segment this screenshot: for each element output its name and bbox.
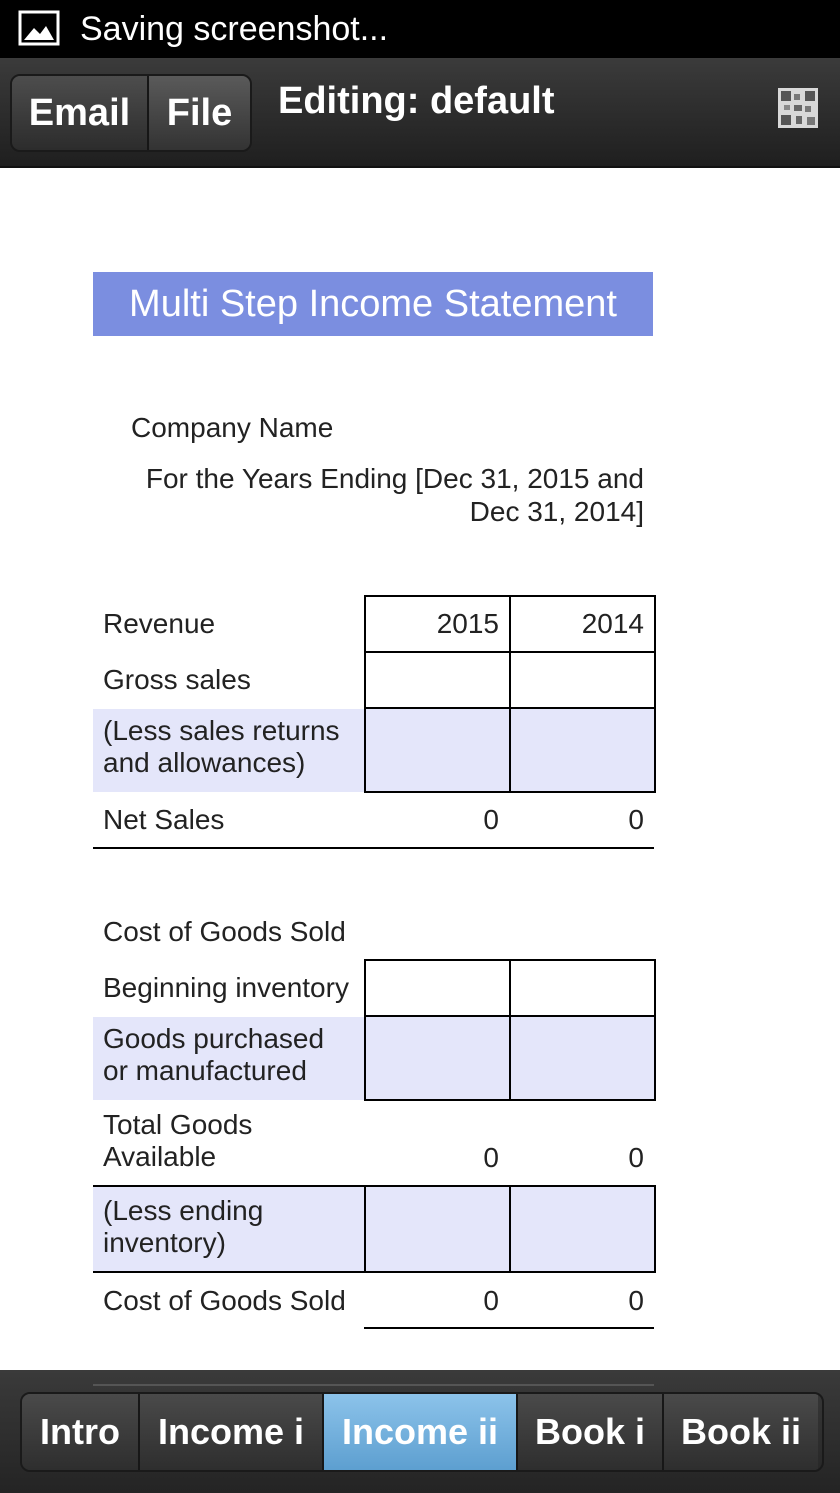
editing-title: Editing: default <box>278 80 555 122</box>
ending-inventory-label: (Less ending inventory) <box>103 1195 263 1259</box>
company-name[interactable]: Company Name <box>131 412 334 443</box>
tabbar-divider <box>93 1384 654 1386</box>
year-header-2014: 2014 <box>509 595 656 653</box>
sales-returns-line-1: (Less sales returns <box>103 715 340 746</box>
beginning-inventory-2014-input[interactable] <box>509 959 656 1017</box>
goods-purchased-label: Goods purchased or manufactured <box>103 1023 324 1087</box>
ending-inventory-2014-input[interactable] <box>509 1185 656 1273</box>
statement-heading: Multi Step Income Statement <box>93 272 653 336</box>
cogs-2014-value: 0 <box>628 1285 644 1316</box>
cogs-total-label: Cost of Goods Sold <box>103 1285 346 1316</box>
sales-returns-line-2: and allowances) <box>103 747 306 778</box>
sheet-tabs: Intro Income i Income ii Book i Book ii <box>20 1392 824 1472</box>
ending-inventory-line-1: (Less ending <box>103 1195 264 1226</box>
tab-book-ii[interactable]: Book ii <box>664 1394 818 1470</box>
ending-inventory-row-band <box>93 1187 365 1272</box>
ending-inventory-top-line <box>93 1185 365 1187</box>
ending-inventory-2015-input[interactable] <box>364 1185 511 1273</box>
goods-purchased-row-band <box>93 1017 365 1100</box>
tab-income-i[interactable]: Income i <box>140 1394 324 1470</box>
net-sales-label: Net Sales <box>103 804 225 835</box>
tab-income-ii[interactable]: Income ii <box>324 1394 518 1470</box>
cogs-section-label: Cost of Goods Sold <box>103 916 346 947</box>
period-text[interactable]: For the Years Ending [Dec 31, 2015 and D… <box>124 462 644 528</box>
file-button[interactable]: File <box>147 76 250 150</box>
goods-purchased-2014-input[interactable] <box>509 1015 656 1101</box>
ending-inventory-line-2: inventory) <box>103 1227 226 1258</box>
goods-purchased-line-2: or manufactured <box>103 1055 307 1086</box>
period-line-2: Dec 31, 2014] <box>469 496 644 527</box>
cogs-2015-value: 0 <box>483 1285 499 1316</box>
returns-row-band <box>93 709 365 792</box>
net-sales-2015-value: 0 <box>483 804 499 835</box>
document-area: Multi Step Income Statement Company Name… <box>0 168 840 1368</box>
net-sales-underline <box>93 847 654 849</box>
beginning-inventory-label: Beginning inventory <box>103 972 349 1003</box>
sales-returns-2014-input[interactable] <box>509 707 656 793</box>
year-header-2015: 2015 <box>364 595 511 653</box>
total-goods-2015-value: 0 <box>483 1142 499 1173</box>
sales-returns-label: (Less sales returns and allowances) <box>103 715 340 779</box>
gross-sales-2015-input[interactable] <box>364 651 511 709</box>
gross-sales-2014-input[interactable] <box>509 651 656 709</box>
revenue-label: Revenue <box>103 608 216 639</box>
total-goods-2014-value: 0 <box>628 1142 644 1173</box>
cogs-underline <box>364 1327 654 1329</box>
goods-purchased-line-1: Goods purchased <box>103 1023 325 1054</box>
qr-code-icon[interactable] <box>778 88 818 128</box>
gross-sales-label: Gross sales <box>103 664 251 695</box>
total-goods-line-2: Available <box>103 1141 217 1172</box>
period-line-1: For the Years Ending [Dec 31, 2015 and <box>145 463 644 494</box>
email-button[interactable]: Email <box>12 76 147 150</box>
net-sales-2014-value: 0 <box>628 804 644 835</box>
action-button-group: Email File <box>10 74 252 152</box>
action-bar: Email File Editing: default <box>0 58 840 168</box>
goods-purchased-2015-input[interactable] <box>364 1015 511 1101</box>
bottom-tab-bar: Intro Income i Income ii Book i Book ii <box>0 1370 840 1493</box>
status-text: Saving screenshot... <box>80 10 389 48</box>
total-goods-line-1: Total Goods <box>103 1109 253 1140</box>
total-goods-label: Total Goods Available <box>103 1109 252 1173</box>
status-bar: Saving screenshot... <box>0 0 840 58</box>
ending-inventory-bottom-line <box>93 1271 365 1273</box>
sales-returns-2015-input[interactable] <box>364 707 511 793</box>
tab-intro[interactable]: Intro <box>22 1394 140 1470</box>
tab-book-i[interactable]: Book i <box>518 1394 664 1470</box>
image-icon <box>18 10 60 46</box>
beginning-inventory-2015-input[interactable] <box>364 959 511 1017</box>
